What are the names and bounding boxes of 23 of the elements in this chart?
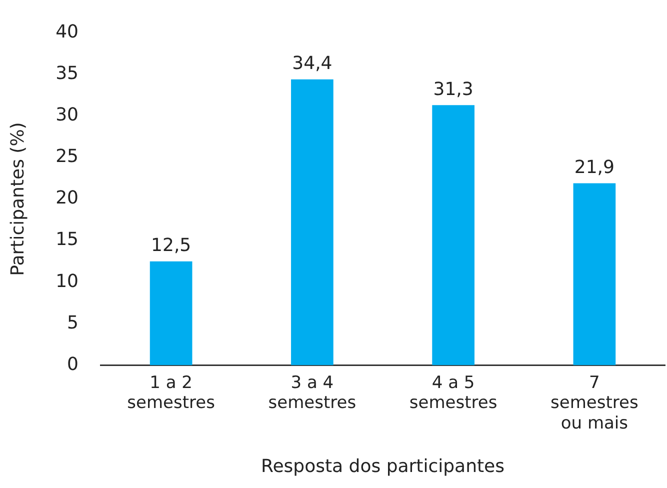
x-tick-label: 3 a 4 semestres [268,372,356,414]
bar [573,183,616,366]
bar [432,105,474,366]
y-tick-label: 5 [67,312,79,334]
bar [150,261,192,366]
x-axis-title: Resposta dos participantes [260,456,505,477]
y-tick-label: 25 [56,146,79,168]
data-label: 21,9 [574,156,614,178]
y-tick-label: 10 [56,270,79,292]
y-axis-title: Participantes (%) [7,122,28,276]
y-tick-label: 0 [67,354,79,375]
x-tick-label: 1 a 2 semestres [127,372,216,414]
y-tick-label: 20 [56,188,79,209]
data-label: 31,3 [433,78,474,100]
x-tick-label: 4 a 5 semestres [409,372,498,414]
bar [291,79,334,366]
data-label: 34,4 [292,53,332,74]
x-tick-label: 7 semestres ou mais [550,372,638,434]
y-tick-label: 40 [56,21,79,42]
y-tick-label: 30 [56,104,79,126]
data-label: 12,5 [151,234,192,256]
y-tick-label: 15 [56,229,79,250]
y-tick-label: 35 [56,63,79,84]
